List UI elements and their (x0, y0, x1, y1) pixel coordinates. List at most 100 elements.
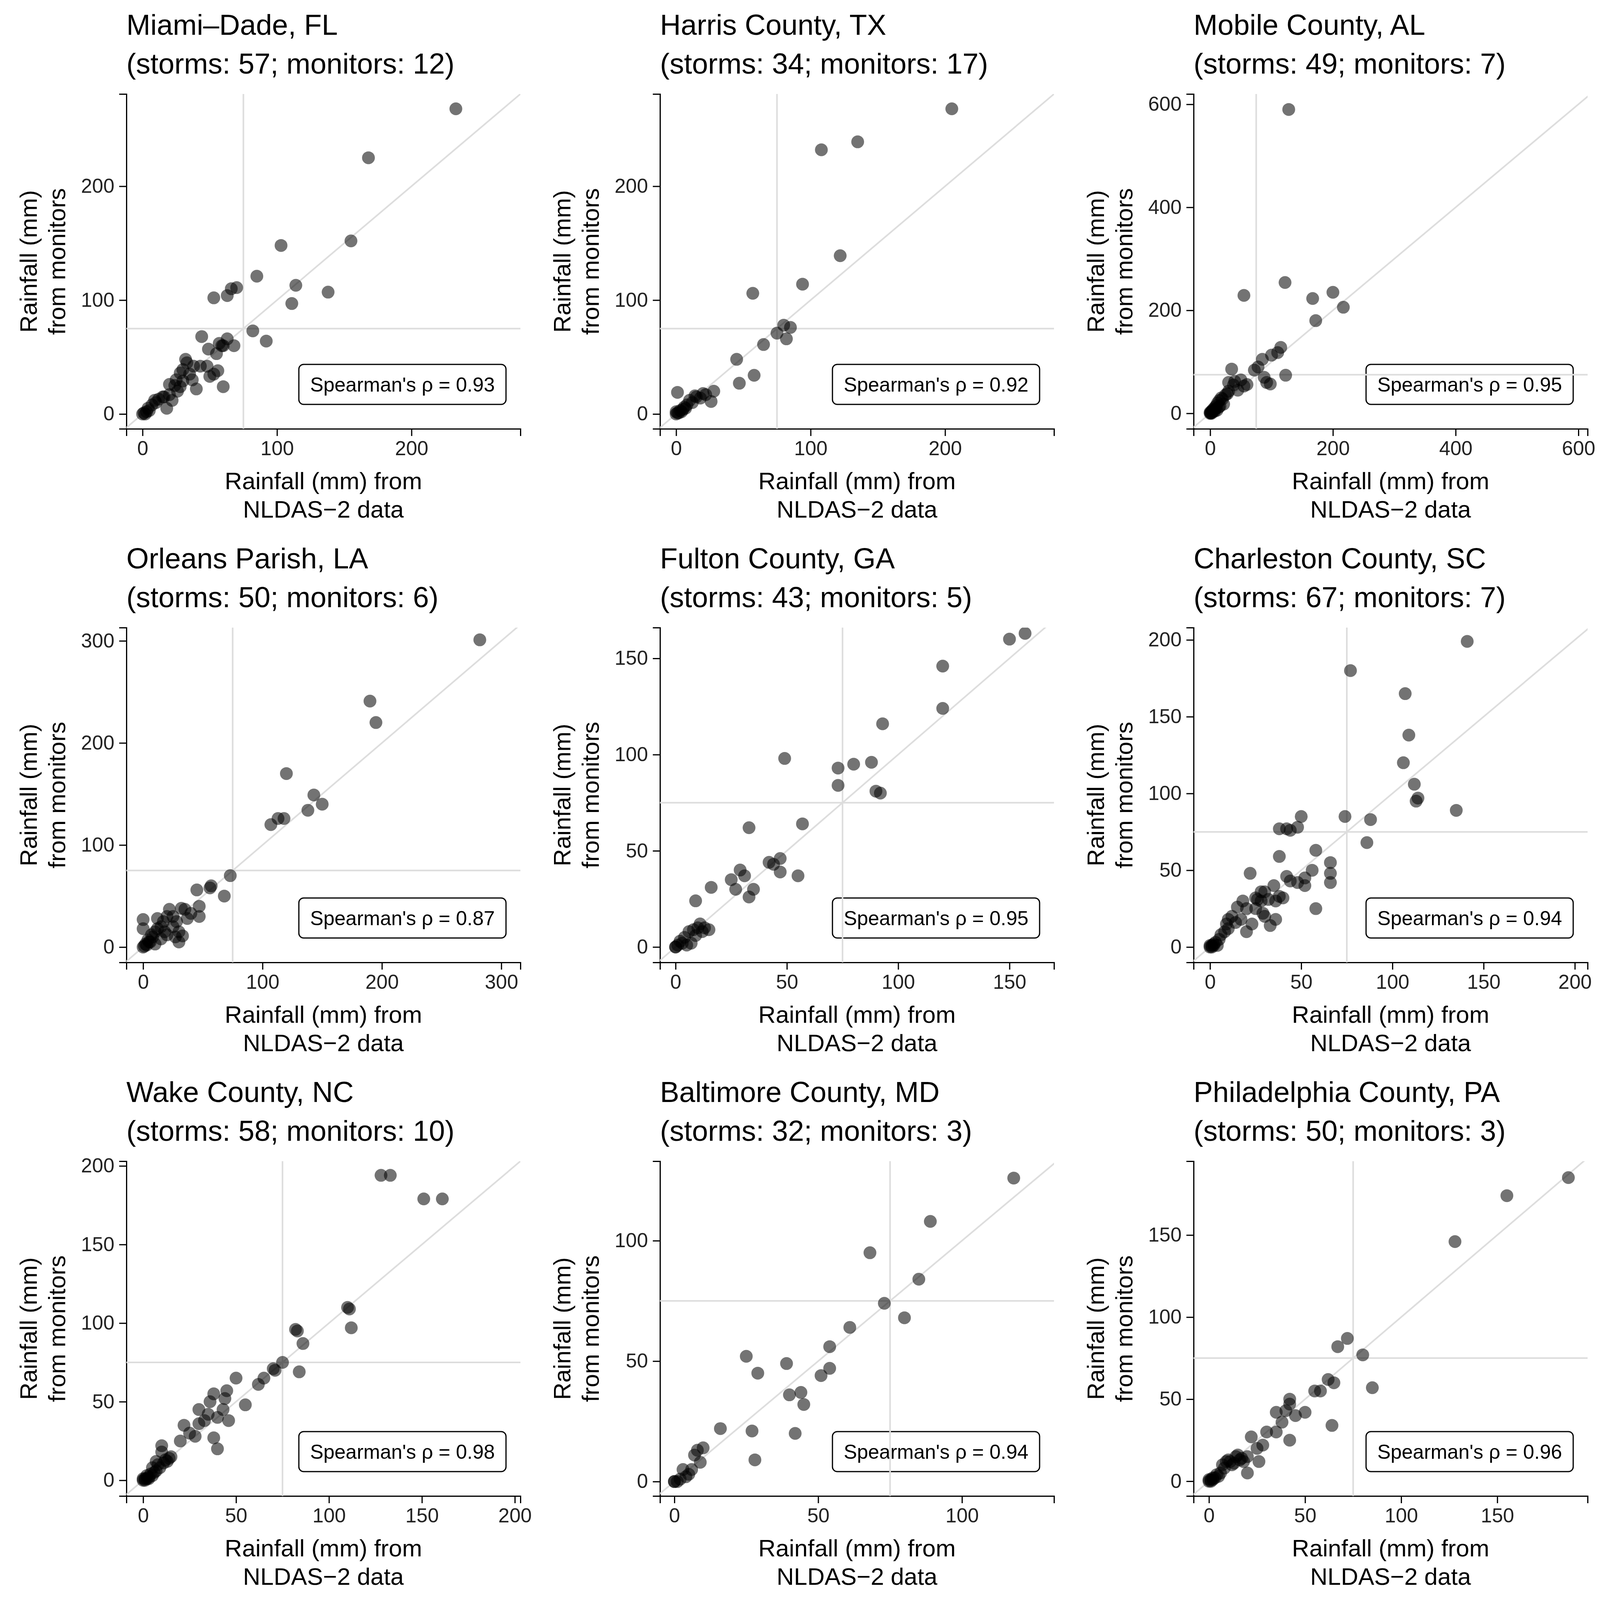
point (264, 818, 278, 832)
point (1007, 1171, 1020, 1185)
point (1241, 1466, 1254, 1480)
point (794, 1386, 808, 1399)
point (833, 249, 847, 262)
x-axis-title: NLDAS−2 data (243, 496, 405, 523)
y-tick-label: 200 (1148, 298, 1182, 322)
y-tick-mark (652, 658, 660, 660)
x-tick-label: 0 (670, 970, 682, 994)
x-axis: 0100200 (126, 428, 521, 460)
point (823, 1340, 836, 1354)
y-tick-mark (119, 640, 127, 642)
point (252, 1378, 265, 1391)
x-tick-label: 150 (1467, 970, 1501, 994)
y-tick-mark (119, 1165, 127, 1167)
y-axis-title: from monitors (43, 721, 71, 869)
y-tick-label: 50 (1159, 1387, 1182, 1410)
y-tick-mark (119, 1480, 127, 1482)
y-tick-label: 50 (1159, 858, 1182, 882)
point (220, 289, 234, 302)
point (192, 1403, 206, 1416)
x-tick-label: 0 (669, 1504, 681, 1527)
plot-content (1193, 94, 1588, 429)
panel-subtitle: (storms: 49; monitors: 7) (1193, 47, 1506, 80)
panel: Harris County, TX(storms: 34; monitors: … (548, 8, 1055, 523)
identity-line (660, 94, 1054, 429)
x-axis-title: Rainfall (mm) from (758, 467, 956, 495)
x-tick-mark (235, 1496, 237, 1504)
point (285, 297, 298, 310)
point (176, 929, 189, 943)
y-tick-mark (1186, 1398, 1194, 1400)
x-tick-mark (262, 962, 264, 970)
x-axis-line (660, 1496, 1055, 1504)
x-axis-title: Rainfall (mm) from (1292, 1001, 1490, 1028)
point (783, 1388, 796, 1402)
x-tick: 400 (1439, 428, 1473, 460)
point (780, 1357, 793, 1370)
y-axis-title: Rainfall (mm) (548, 723, 576, 867)
x-tick: 0 (1204, 428, 1216, 460)
point (847, 758, 860, 771)
x-tick-label: 50 (1290, 970, 1313, 994)
x-axis: 0100200300 (126, 962, 521, 994)
y-tick: 200 (1148, 628, 1194, 651)
y-tick-label: 0 (1170, 1470, 1182, 1493)
x-tick-mark (674, 1496, 676, 1504)
y-tick-mark (652, 1481, 660, 1483)
point (874, 786, 887, 800)
y-axis-line (652, 94, 661, 430)
x-tick-label: 100 (1376, 970, 1410, 994)
point (689, 894, 702, 908)
point (344, 234, 358, 248)
point (1257, 370, 1271, 384)
annotation: Spearman's ρ = 0.92 (832, 364, 1040, 405)
x-axis-line (660, 429, 1055, 437)
y-tick-mark (119, 844, 127, 846)
y-tick-mark (652, 754, 660, 756)
point (203, 1395, 217, 1408)
point (180, 912, 194, 925)
x-tick: 100 (260, 428, 294, 460)
plot-area (660, 627, 1054, 963)
point (190, 883, 204, 897)
y-axis-title: Rainfall (mm) (1082, 723, 1110, 867)
x-tick-label: 200 (365, 970, 399, 994)
y-tick-mark (652, 946, 660, 948)
x-tick-label: 0 (137, 970, 149, 994)
point (344, 1321, 358, 1335)
point (417, 1192, 430, 1206)
x-tick-label: 150 (1480, 1504, 1514, 1527)
y-tick-label: 150 (81, 1233, 115, 1256)
point (1298, 879, 1312, 892)
point (1203, 939, 1217, 952)
x-tick-mark (1332, 428, 1334, 436)
point (1450, 804, 1463, 817)
point (747, 368, 761, 382)
point (1448, 1235, 1462, 1248)
point (745, 1424, 759, 1438)
y-axis-title: from monitors (577, 721, 604, 869)
x-axis-title: Rainfall (mm) from (1292, 467, 1490, 495)
y-tick: 200 (81, 731, 127, 754)
x-tick-label: 50 (225, 1504, 248, 1527)
point (742, 821, 756, 834)
x-tick: 50 (1294, 1496, 1317, 1527)
y-tick-label: 400 (1148, 196, 1182, 219)
x-tick-mark (817, 1496, 819, 1504)
point (669, 405, 683, 418)
x-tick-label: 200 (394, 437, 428, 460)
point (190, 382, 203, 396)
x-tick: 0 (670, 962, 682, 994)
panel: Fulton County, GA(storms: 43; monitors: … (548, 542, 1055, 1057)
point (851, 135, 864, 149)
point (149, 1455, 163, 1468)
y-tick-mark (1186, 412, 1194, 414)
point (1260, 1425, 1274, 1439)
point (1270, 1406, 1283, 1419)
y-axis-title: from monitors (577, 188, 604, 335)
x-tick-mark (1483, 962, 1485, 970)
point (174, 1434, 187, 1448)
y-tick-label: 0 (1170, 402, 1182, 425)
x-tick: 50 (225, 1496, 248, 1527)
identity-line (126, 627, 521, 963)
